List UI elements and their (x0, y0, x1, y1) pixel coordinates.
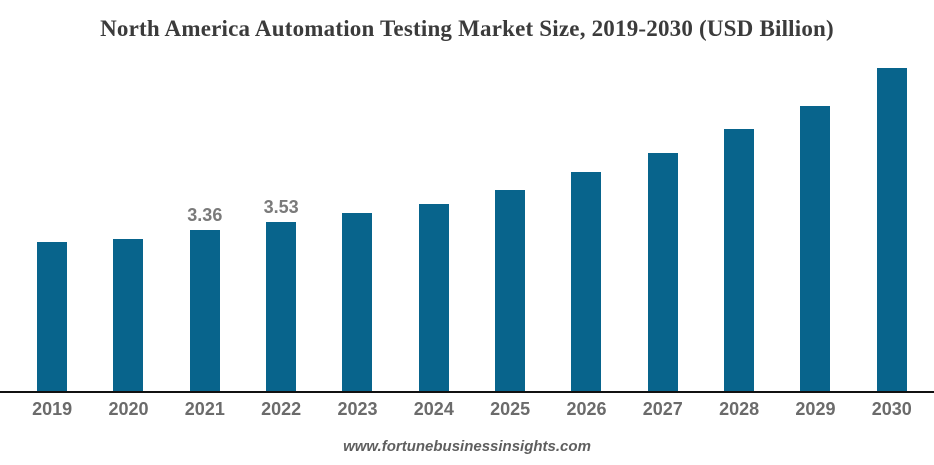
bar-2021 (189, 230, 220, 392)
year-label-2020: 2020 (108, 399, 149, 419)
bar-2023 (342, 213, 373, 392)
x-axis-line (0, 391, 934, 393)
year-label-2027: 2027 (642, 399, 683, 419)
bar-column-2022: 3.53 (243, 198, 319, 392)
plot-area: 3.36 3.53 (14, 0, 930, 392)
year-label-2023: 2023 (337, 399, 378, 419)
year-label-2029: 2029 (795, 399, 836, 419)
year-label-2025: 2025 (490, 399, 531, 419)
bar-2027 (647, 153, 678, 392)
year-label-2022: 2022 (261, 399, 302, 419)
bar-2026 (571, 172, 602, 392)
bar-column-2021: 3.36 (167, 206, 243, 392)
year-label-2019: 2019 (32, 399, 73, 419)
chart-title: North America Automation Testing Market … (100, 16, 834, 41)
bar-column-2020 (90, 239, 166, 392)
year-label-2030: 2030 (871, 399, 912, 419)
bar-2025 (495, 190, 526, 392)
bar-column-2024 (396, 204, 472, 392)
year-label-2026: 2026 (566, 399, 607, 419)
year-label-2028: 2028 (719, 399, 760, 419)
bar-2029 (800, 106, 831, 392)
source-website: www.fortunebusinessinsights.com (343, 438, 591, 455)
year-label-2024: 2024 (413, 399, 454, 419)
bar-column-2019 (14, 242, 90, 392)
bar-2020 (113, 239, 144, 392)
bar-column-2029 (777, 106, 853, 392)
bar-column-2025 (472, 190, 548, 392)
x-axis-labels: 2019 2020 2021 2022 2023 2024 2025 2026 2027 2028… (14, 399, 930, 420)
bar-2030 (876, 68, 907, 392)
bar-2024 (418, 204, 449, 392)
bar-column-2027 (625, 153, 701, 392)
bar-2028 (724, 129, 755, 392)
bar-column-2030 (854, 68, 930, 392)
data-label-2021: 3.36 (187, 205, 223, 225)
year-label-2021: 2021 (184, 399, 225, 419)
bar-2019 (37, 242, 68, 392)
bar-2022 (266, 222, 297, 392)
data-label-2022: 3.53 (263, 197, 299, 217)
bar-column-2026 (548, 172, 624, 392)
bar-column-2023 (319, 213, 395, 392)
bar-column-2028 (701, 129, 777, 392)
